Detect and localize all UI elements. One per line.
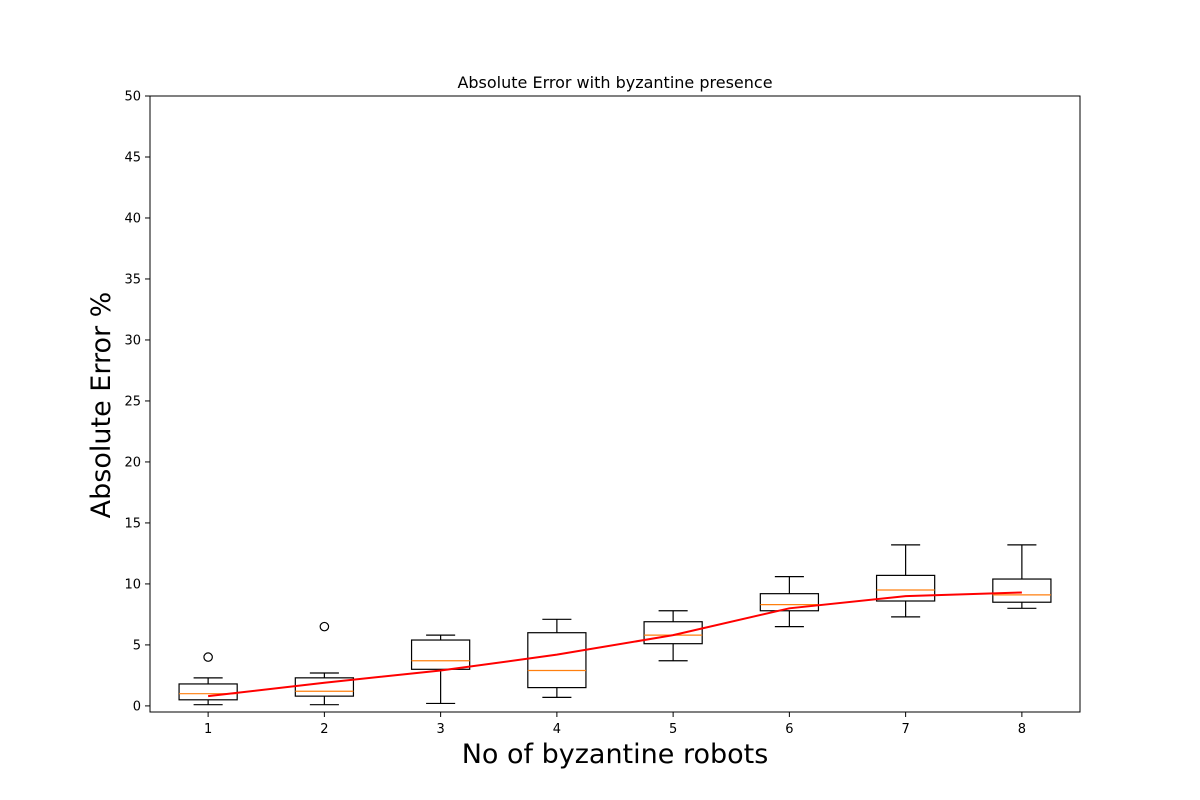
y-axis: 0 5 10 15 20 25 30 35 40 45 50: [124, 90, 150, 714]
y-tick-label: 40: [124, 211, 141, 226]
y-tick-label: 5: [133, 638, 141, 653]
plot-frame: [149, 95, 1081, 713]
x-tick-label: 4: [553, 722, 561, 737]
box: [759, 593, 820, 612]
x-tick-label: 3: [436, 722, 444, 737]
y-tick-label: 20: [124, 455, 141, 470]
chart-title: Absolute Error with byzantine presence: [457, 73, 772, 92]
y-tick-label: 15: [124, 516, 141, 531]
y-tick-label: 30: [124, 333, 141, 348]
y-tick-label: 35: [124, 272, 141, 287]
y-tick-label: 0: [133, 699, 141, 714]
trend-line: [208, 591, 1022, 698]
box-group: [527, 618, 587, 698]
x-tick-label: 8: [1018, 722, 1026, 737]
box: [875, 574, 936, 602]
y-tick-label: 50: [124, 90, 141, 105]
x-tick-label: 5: [669, 722, 677, 737]
y-tick-label: 25: [124, 394, 141, 409]
x-tick-label: 7: [901, 722, 909, 737]
plot-area: [178, 544, 1052, 706]
outlier-point: [203, 652, 213, 662]
x-axis: 1 2 3 4 5 6 7 8: [204, 712, 1026, 737]
x-tick-label: 2: [320, 722, 328, 737]
box-group: [875, 544, 936, 618]
x-axis-label: No of byzantine robots: [462, 739, 769, 770]
box-group: [178, 652, 238, 706]
box: [643, 621, 703, 645]
x-tick-label: 1: [204, 722, 212, 737]
box-group: [294, 621, 355, 706]
box-group: [992, 544, 1052, 609]
box-group: [410, 634, 471, 705]
box: [992, 578, 1052, 603]
box-group: [759, 576, 820, 628]
y-tick-label: 10: [124, 577, 141, 592]
box: [410, 639, 471, 670]
y-tick-label: 45: [124, 150, 141, 165]
y-axis-label: Absolute Error %: [86, 292, 117, 519]
box: [527, 632, 587, 689]
x-tick-label: 6: [785, 722, 793, 737]
box: [178, 683, 238, 701]
outlier-point: [319, 621, 330, 632]
